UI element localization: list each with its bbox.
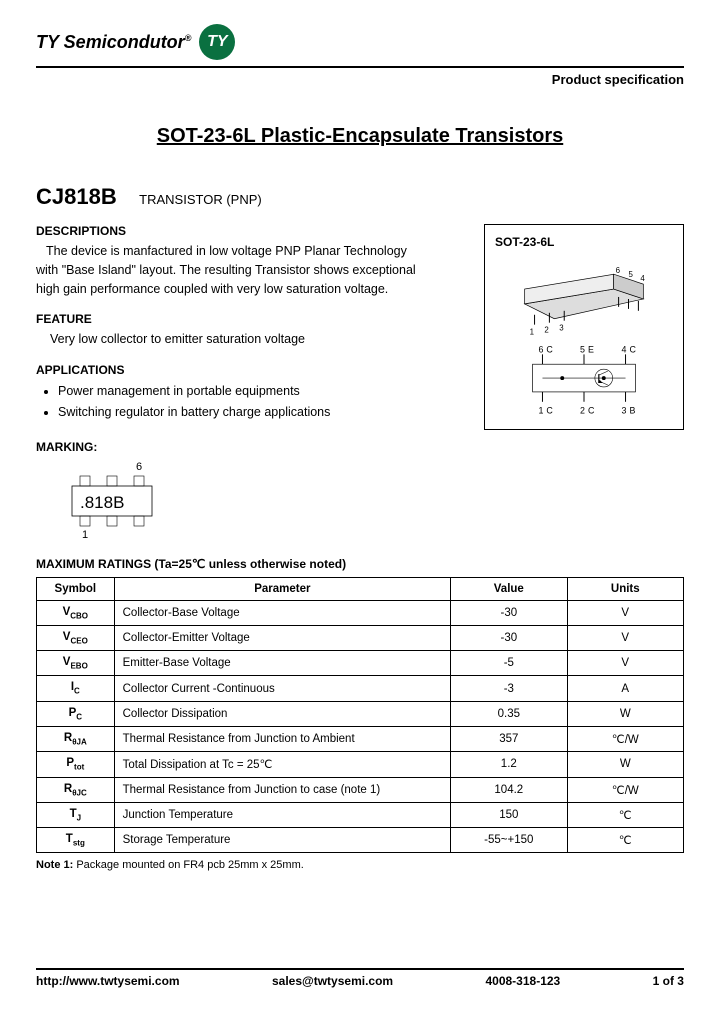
marking-heading: MARKING: [36,440,684,454]
table-row: VEBOEmitter-Base Voltage-5V [37,651,684,676]
footer-email: sales@twtysemi.com [272,974,393,988]
table-row: RθJCThermal Resistance from Junction to … [37,777,684,802]
part-subtype: TRANSISTOR (PNP) [139,192,262,207]
applications-heading: APPLICATIONS [36,363,425,377]
table-row: TstgStorage Temperature-55~+150℃ [37,828,684,853]
company-logo: TY [199,24,235,60]
table-row: RθJAThermal Resistance from Junction to … [37,726,684,751]
svg-text:1: 1 [530,328,535,337]
feature-text: Very low collector to emitter saturation… [36,330,425,349]
svg-text:6: 6 [136,461,142,473]
svg-text:5: 5 [629,270,634,279]
svg-text:3: 3 [622,406,627,416]
applications-list: Power management in portable equipments … [58,381,425,424]
page-title: SOT-23-6L Plastic-Encapsulate Transistor… [36,125,684,148]
ratings-table: Symbol Parameter Value Units VCBOCollect… [36,577,684,854]
pinout-diagram-icon: 1 2 3 6 5 4 C C B C E C [495,344,673,424]
svg-text:2: 2 [544,326,548,335]
note-1: Note 1: Package mounted on FR4 pcb 25mm … [36,859,684,871]
descriptions-heading: DESCRIPTIONS [36,224,425,238]
list-item: Switching regulator in battery charge ap… [58,402,425,423]
col-symbol: Symbol [37,577,115,600]
package-diagram-box: SOT-23-6L 123 456 123 654 CCB CEC [484,224,684,430]
svg-text:C: C [546,406,553,416]
col-parameter: Parameter [114,577,450,600]
svg-text:B: B [629,406,635,416]
col-units: Units [567,577,683,600]
svg-text:3: 3 [559,324,564,333]
footer-page: 1 of 3 [653,974,684,988]
svg-text:5: 5 [580,344,585,354]
col-value: Value [451,577,567,600]
svg-text:6: 6 [539,344,544,354]
table-row: PCCollector Dissipation0.35W [37,701,684,726]
header: TY Semicondutor® TY [36,24,684,68]
ratings-heading: MAXIMUM RATINGS (Ta=25℃ unless otherwise… [36,557,684,571]
table-row: VCBOCollector-Base Voltage-30V [37,600,684,625]
list-item: Power management in portable equipments [58,381,425,402]
svg-text:C: C [629,344,636,354]
marking-diagram-icon: .818B 6 1 [52,458,182,548]
part-row: CJ818B TRANSISTOR (PNP) [36,184,684,210]
svg-text:1: 1 [539,406,544,416]
table-row: TJJunction Temperature150℃ [37,802,684,827]
marking-section: MARKING: .818B 6 1 [36,440,684,553]
spec-label: Product specification [36,70,684,97]
feature-heading: FEATURE [36,312,425,326]
marking-code: .818B [80,493,124,512]
svg-text:C: C [546,344,553,354]
svg-text:6: 6 [616,266,621,275]
svg-text:E: E [588,344,594,354]
svg-text:C: C [588,406,595,416]
part-number: CJ818B [36,184,117,210]
footer-url: http://www.twtysemi.com [36,974,180,988]
footer: http://www.twtysemi.com sales@twtysemi.c… [36,968,684,988]
svg-text:4: 4 [622,344,627,354]
descriptions-text: The device is manfactured in low voltage… [36,242,425,298]
table-row: VCEOCollector-Emitter Voltage-30V [37,625,684,650]
svg-text:4: 4 [640,274,645,283]
svg-text:2: 2 [580,406,585,416]
table-row: PtotTotal Dissipation at Tc = 25℃1.2W [37,752,684,777]
company-name: TY Semicondutor® [36,32,191,53]
table-row: ICCollector Current -Continuous-3A [37,676,684,701]
package-3d-icon: 12 3 456 [495,249,673,339]
package-label: SOT-23-6L [495,235,673,249]
footer-phone: 4008-318-123 [485,974,560,988]
svg-text:1: 1 [82,529,88,541]
